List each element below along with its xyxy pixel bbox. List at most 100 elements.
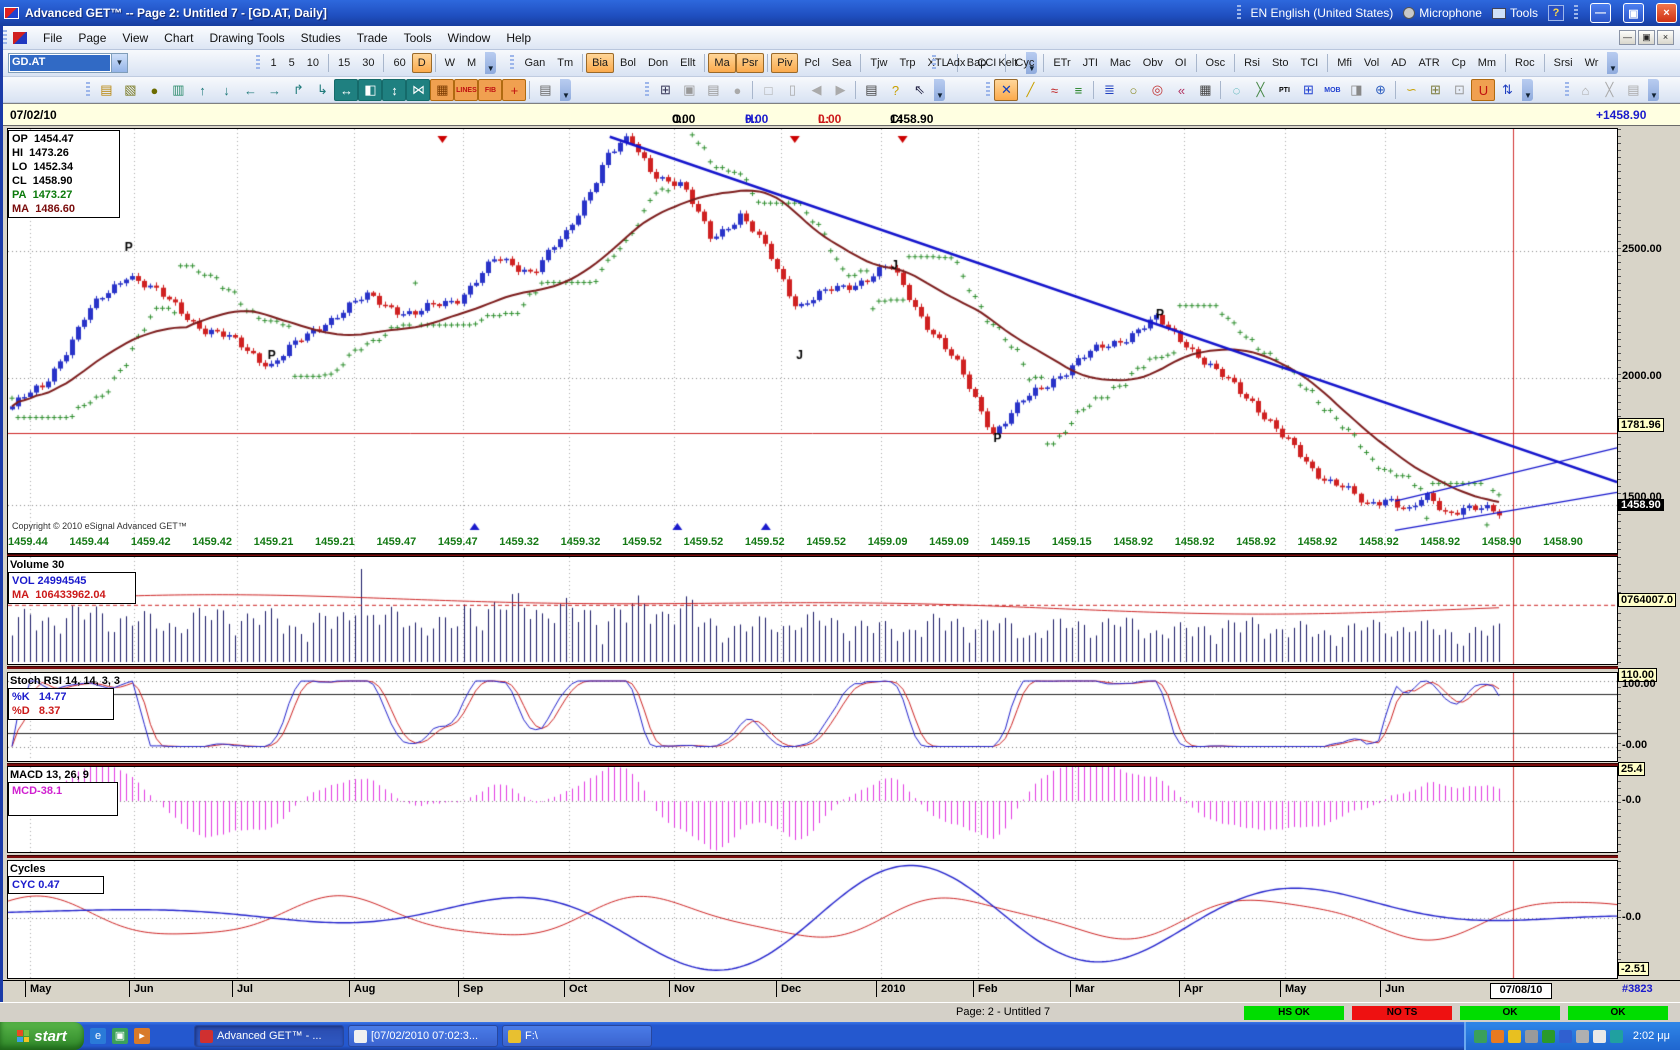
page-up-icon[interactable]: ↱ — [286, 79, 310, 101]
microphone-button[interactable]: Microphone — [1403, 6, 1482, 20]
taskbar-task-0[interactable]: Advanced GET™ - ... — [194, 1025, 344, 1047]
timeframe-button-15[interactable]: 15 — [332, 53, 356, 73]
pti-icon[interactable]: PTI — [1272, 79, 1296, 101]
menu-tools[interactable]: Tools — [396, 28, 440, 48]
study-button-jti[interactable]: JTI — [1077, 53, 1104, 73]
study-button-adx[interactable]: Adx — [940, 53, 971, 73]
tray-icon[interactable] — [1474, 1030, 1487, 1043]
study-button-tm[interactable]: Tm — [551, 53, 579, 73]
menu-window[interactable]: Window — [440, 28, 499, 48]
toolbar-grip[interactable] — [986, 82, 990, 98]
group-icon[interactable]: ▤ — [701, 79, 725, 101]
grid-toggle-icon[interactable]: ▦ — [430, 79, 454, 101]
study-button-mac[interactable]: Mac — [1104, 53, 1137, 73]
print-icon[interactable]: ▤ — [859, 79, 883, 101]
toolbar-overflow-icon[interactable]: ▼ — [560, 79, 571, 101]
tray-icon[interactable] — [1525, 1030, 1538, 1043]
menu-chart[interactable]: Chart — [156, 28, 201, 48]
new-window-icon[interactable]: ⊞ — [653, 79, 677, 101]
study-button-ad[interactable]: AD — [1385, 53, 1412, 73]
ellipse-tool-icon[interactable]: ◌ — [1224, 79, 1248, 101]
zoom-in-icon[interactable]: ⊕ — [1368, 79, 1392, 101]
timeframe-button-60[interactable]: 60 — [387, 53, 411, 73]
toolbar-grip[interactable] — [1565, 82, 1569, 98]
menu-view[interactable]: View — [114, 28, 156, 48]
fibonacci-tool-icon[interactable]: FIB — [478, 79, 502, 101]
help-icon[interactable]: ? — [883, 79, 907, 101]
timeframe-overflow-icon[interactable]: ▼ — [485, 52, 496, 74]
symbol-value[interactable]: GD.AT — [10, 55, 110, 71]
child-minimize-button[interactable]: — — [1619, 30, 1636, 45]
study-button-cci[interactable]: CCI — [971, 53, 1002, 73]
study-button-bia[interactable]: Bia — [586, 53, 614, 73]
time-clock-icon[interactable]: ○ — [1121, 79, 1145, 101]
timeframe-button-30[interactable]: 30 — [356, 53, 380, 73]
wave-lines-icon[interactable]: ≈ — [1042, 79, 1066, 101]
symbol-dropdown-icon[interactable]: ▼ — [111, 54, 127, 72]
xtl-icon[interactable]: ✕ — [994, 79, 1018, 101]
study-button-ellt[interactable]: Ellt — [674, 53, 701, 73]
target-icon[interactable]: ◎ — [1145, 79, 1169, 101]
volume-chart-canvas[interactable] — [8, 557, 1617, 664]
symbol-combobox[interactable]: GD.AT ▼ — [8, 53, 128, 73]
study-button-oi[interactable]: OI — [1169, 53, 1193, 73]
expand-horizontal-icon[interactable]: ↔ — [334, 79, 358, 101]
tray-icon[interactable] — [1559, 1030, 1572, 1043]
study-button-pcl[interactable]: Pcl — [798, 53, 825, 73]
study-grip[interactable] — [510, 55, 514, 71]
timeframe-button-1[interactable]: 1 — [264, 53, 282, 73]
study-button-cp[interactable]: Cp — [1446, 53, 1472, 73]
macd-chart-canvas[interactable] — [8, 767, 1617, 852]
timeframe-button-d[interactable]: D — [412, 53, 432, 73]
crosshair-tool-icon[interactable]: + — [502, 79, 526, 101]
menu-file[interactable]: File — [35, 28, 70, 48]
study-button-srsi[interactable]: Srsi — [1548, 53, 1579, 73]
study-grip[interactable] — [932, 55, 936, 71]
language-bar-grip[interactable] — [1237, 5, 1241, 21]
language-help-button[interactable]: ? — [1548, 5, 1564, 21]
back-icon[interactable]: ◀ — [804, 79, 828, 101]
timeframe-button-w[interactable]: W — [439, 53, 461, 73]
lines-tool-icon[interactable]: LINES — [454, 79, 478, 101]
quick-launch-media-icon[interactable]: ▸ — [134, 1028, 150, 1044]
tray-icon[interactable] — [1610, 1030, 1623, 1043]
study-button-tci[interactable]: TCI — [1294, 53, 1324, 73]
toolbar-grip[interactable] — [86, 82, 90, 98]
compress-horizontal-icon[interactable]: ◧ — [358, 79, 382, 101]
page-grids-icon[interactable]: ⊞ — [1423, 79, 1447, 101]
study-button-obv[interactable]: Obv — [1137, 53, 1169, 73]
grid-icon[interactable]: ▦ — [1193, 79, 1217, 101]
paste-chart-icon[interactable]: ▥ — [166, 79, 190, 101]
menu-grip[interactable] — [3, 30, 7, 46]
home-icon[interactable]: ⌂ — [1573, 79, 1597, 101]
study-button-psr[interactable]: Psr — [736, 53, 765, 73]
taskbar-task-1[interactable]: [07/02/2010 07:02:3... — [348, 1025, 498, 1047]
menu-trade[interactable]: Trade — [349, 28, 396, 48]
study-overflow-icon[interactable]: ▼ — [1607, 52, 1618, 74]
context-help-icon[interactable]: ⇖ — [907, 79, 931, 101]
record-icon[interactable]: ● — [142, 79, 166, 101]
fan-lines-icon[interactable]: « — [1169, 79, 1193, 101]
study-button-cyc[interactable]: Cyc — [1009, 53, 1040, 73]
tray-icon[interactable] — [1593, 1030, 1606, 1043]
delete-page-icon[interactable]: ▯ — [780, 79, 804, 101]
input-language[interactable]: EN English (United States) — [1251, 6, 1394, 20]
compress-vertical-icon[interactable]: ⋈ — [406, 79, 430, 101]
timeframe-button-m[interactable]: M — [461, 53, 482, 73]
child-close-button[interactable]: × — [1657, 30, 1674, 45]
study-button-mm[interactable]: Mm — [1472, 53, 1502, 73]
timeframe-button-10[interactable]: 10 — [301, 53, 325, 73]
disabled-print-icon[interactable]: ▤ — [1621, 79, 1645, 101]
restore-button[interactable]: ▣ — [1623, 3, 1644, 23]
tray-icon[interactable] — [1576, 1030, 1589, 1043]
scroll-down-icon[interactable]: ↓ — [214, 79, 238, 101]
study-button-tjw[interactable]: Tjw — [864, 53, 893, 73]
close-button[interactable]: × — [1656, 3, 1677, 23]
new-page-icon[interactable]: □ — [756, 79, 780, 101]
price-chart-canvas[interactable] — [8, 129, 1617, 553]
mob-icon[interactable]: MOB — [1320, 79, 1344, 101]
taskbar-task-2[interactable]: F:\ — [502, 1025, 652, 1047]
scroll-up-icon[interactable]: ↑ — [190, 79, 214, 101]
study-button-piv[interactable]: Piv — [771, 53, 798, 73]
timeframe-grip[interactable] — [256, 55, 260, 71]
